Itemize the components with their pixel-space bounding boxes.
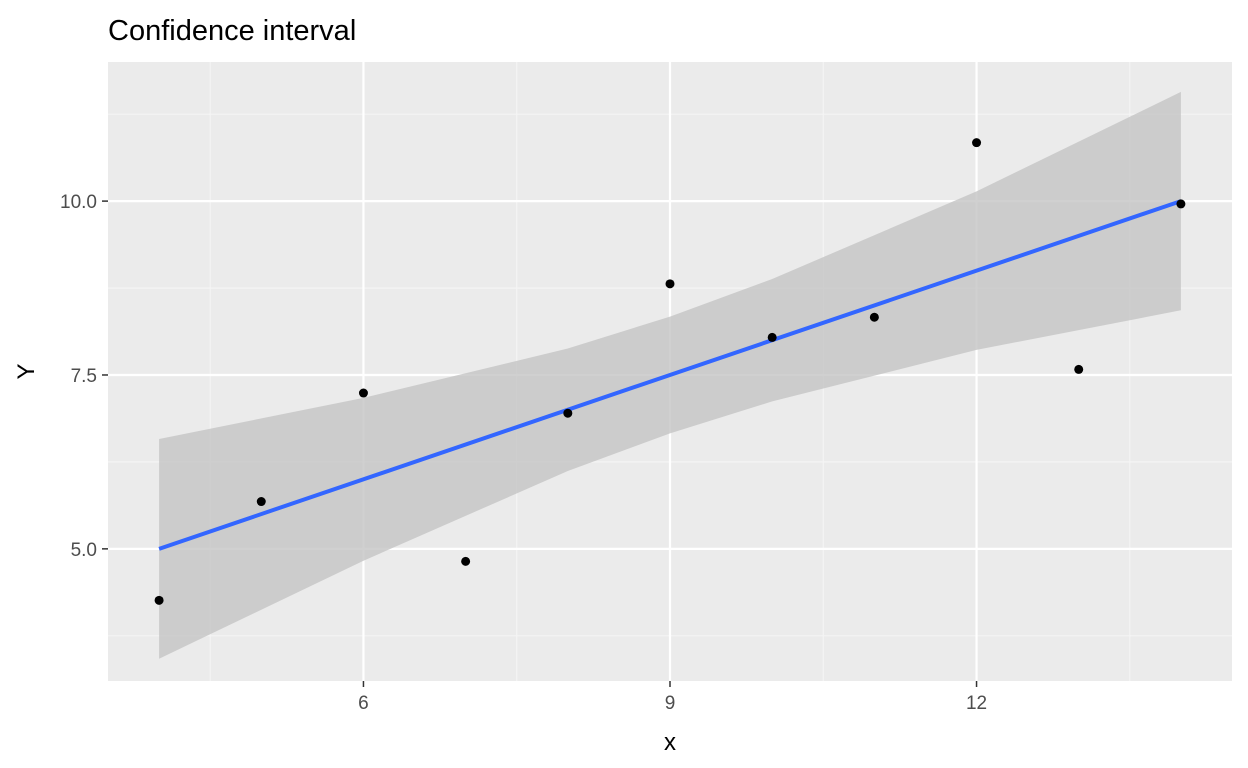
- data-point: [461, 556, 471, 566]
- data-point: [665, 279, 675, 289]
- x-axis: 6 9 12: [358, 681, 987, 714]
- data-point: [358, 388, 368, 398]
- x-tick-label: 9: [665, 693, 676, 714]
- data-point: [972, 138, 982, 148]
- data-point: [1074, 364, 1084, 374]
- y-axis: 5.0 7.5 10.0: [60, 192, 108, 561]
- chart-title: Confidence interval: [108, 15, 356, 47]
- data-point: [563, 408, 573, 418]
- x-axis-title: x: [664, 729, 676, 756]
- data-point: [154, 595, 164, 605]
- data-point: [869, 312, 879, 322]
- data-point: [767, 332, 777, 342]
- y-tick-label: 10.0: [60, 192, 97, 213]
- x-tick-label: 6: [358, 693, 369, 714]
- data-point: [1176, 199, 1186, 209]
- x-tick-label: 12: [966, 693, 987, 714]
- fit-line: [158, 199, 1182, 551]
- y-tick-label: 7.5: [71, 366, 97, 387]
- data-points: [154, 138, 1186, 605]
- y-axis-title: Y: [13, 363, 40, 379]
- data-point: [256, 497, 266, 507]
- y-tick-label: 5.0: [71, 540, 97, 561]
